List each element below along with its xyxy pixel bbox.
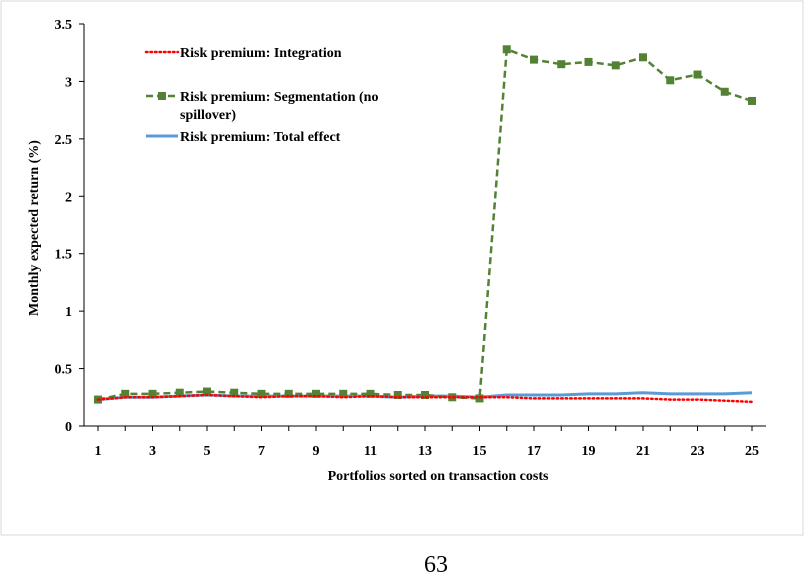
x-tick-label: 9 bbox=[313, 444, 320, 459]
data-point bbox=[339, 389, 348, 398]
x-tick-label: 5 bbox=[204, 444, 211, 459]
page-number: 63 bbox=[424, 552, 448, 578]
x-tick-label: 1 bbox=[95, 444, 102, 459]
data-point bbox=[666, 76, 675, 85]
legend-label: spillover) bbox=[180, 108, 236, 123]
data-point bbox=[748, 96, 756, 105]
x-tick-label: 13 bbox=[418, 444, 432, 459]
chart-border bbox=[0, 0, 804, 536]
x-tick-label: 23 bbox=[691, 444, 705, 459]
data-point bbox=[502, 45, 511, 54]
data-point bbox=[557, 60, 566, 69]
data-point bbox=[203, 387, 211, 396]
x-tick-label: 17 bbox=[527, 444, 541, 459]
x-axis-title: Portfolios sorted on transaction costs bbox=[328, 469, 549, 484]
y-tick-label: 1 bbox=[65, 305, 72, 320]
data-point bbox=[720, 87, 729, 96]
data-point bbox=[611, 61, 620, 70]
y-tick-label: 3 bbox=[65, 75, 72, 90]
data-point bbox=[121, 389, 130, 398]
x-tick-label: 11 bbox=[364, 444, 377, 459]
data-point bbox=[639, 53, 647, 62]
y-tick-label: 2.5 bbox=[55, 133, 73, 148]
data-point bbox=[148, 389, 157, 398]
data-point bbox=[284, 389, 293, 398]
y-tick-label: 0 bbox=[65, 420, 72, 435]
legend-label: Risk premium: Segmentation (no bbox=[180, 90, 378, 105]
y-tick-label: 2 bbox=[65, 190, 72, 205]
line-chart: 00.511.522.533.51 3 5 7 9 11 13 15 17 19 21 23 25 Ri… bbox=[0, 0, 804, 536]
data-point bbox=[530, 55, 538, 64]
series-line-1 bbox=[96, 393, 754, 404]
y-tick-label: 3.5 bbox=[55, 18, 73, 33]
x-tick-label: 3 bbox=[149, 444, 156, 459]
y-axis-title: Monthly expected return (%) bbox=[27, 140, 42, 316]
x-tick-label: 21 bbox=[636, 444, 650, 459]
data-point bbox=[475, 394, 484, 403]
data-point bbox=[393, 390, 402, 399]
y-tick-label: 0.5 bbox=[55, 363, 73, 378]
x-tick-label: 15 bbox=[473, 444, 487, 459]
data-point bbox=[257, 389, 266, 398]
data-point bbox=[421, 390, 429, 399]
y-tick-label: 1.5 bbox=[55, 248, 73, 263]
data-point bbox=[366, 389, 375, 398]
data-point bbox=[175, 388, 184, 397]
data-point bbox=[312, 389, 320, 398]
data-point bbox=[230, 388, 239, 397]
data-point bbox=[584, 57, 593, 66]
legend-marker bbox=[158, 92, 166, 100]
x-tick-label: 25 bbox=[745, 444, 759, 459]
legend-label: Risk premium: Total effect bbox=[180, 130, 341, 145]
x-tick-label: 19 bbox=[582, 444, 596, 459]
legend-label: Risk premium: Integration bbox=[180, 46, 342, 61]
x-tick-label: 7 bbox=[258, 444, 265, 459]
plot-area: 00.511.522.533.51 3 5 7 9 11 13 15 17 19 21 23 25 bbox=[55, 18, 766, 459]
legend: Risk premium: Integration Risk premium: S… bbox=[144, 46, 378, 145]
data-point bbox=[693, 70, 702, 79]
